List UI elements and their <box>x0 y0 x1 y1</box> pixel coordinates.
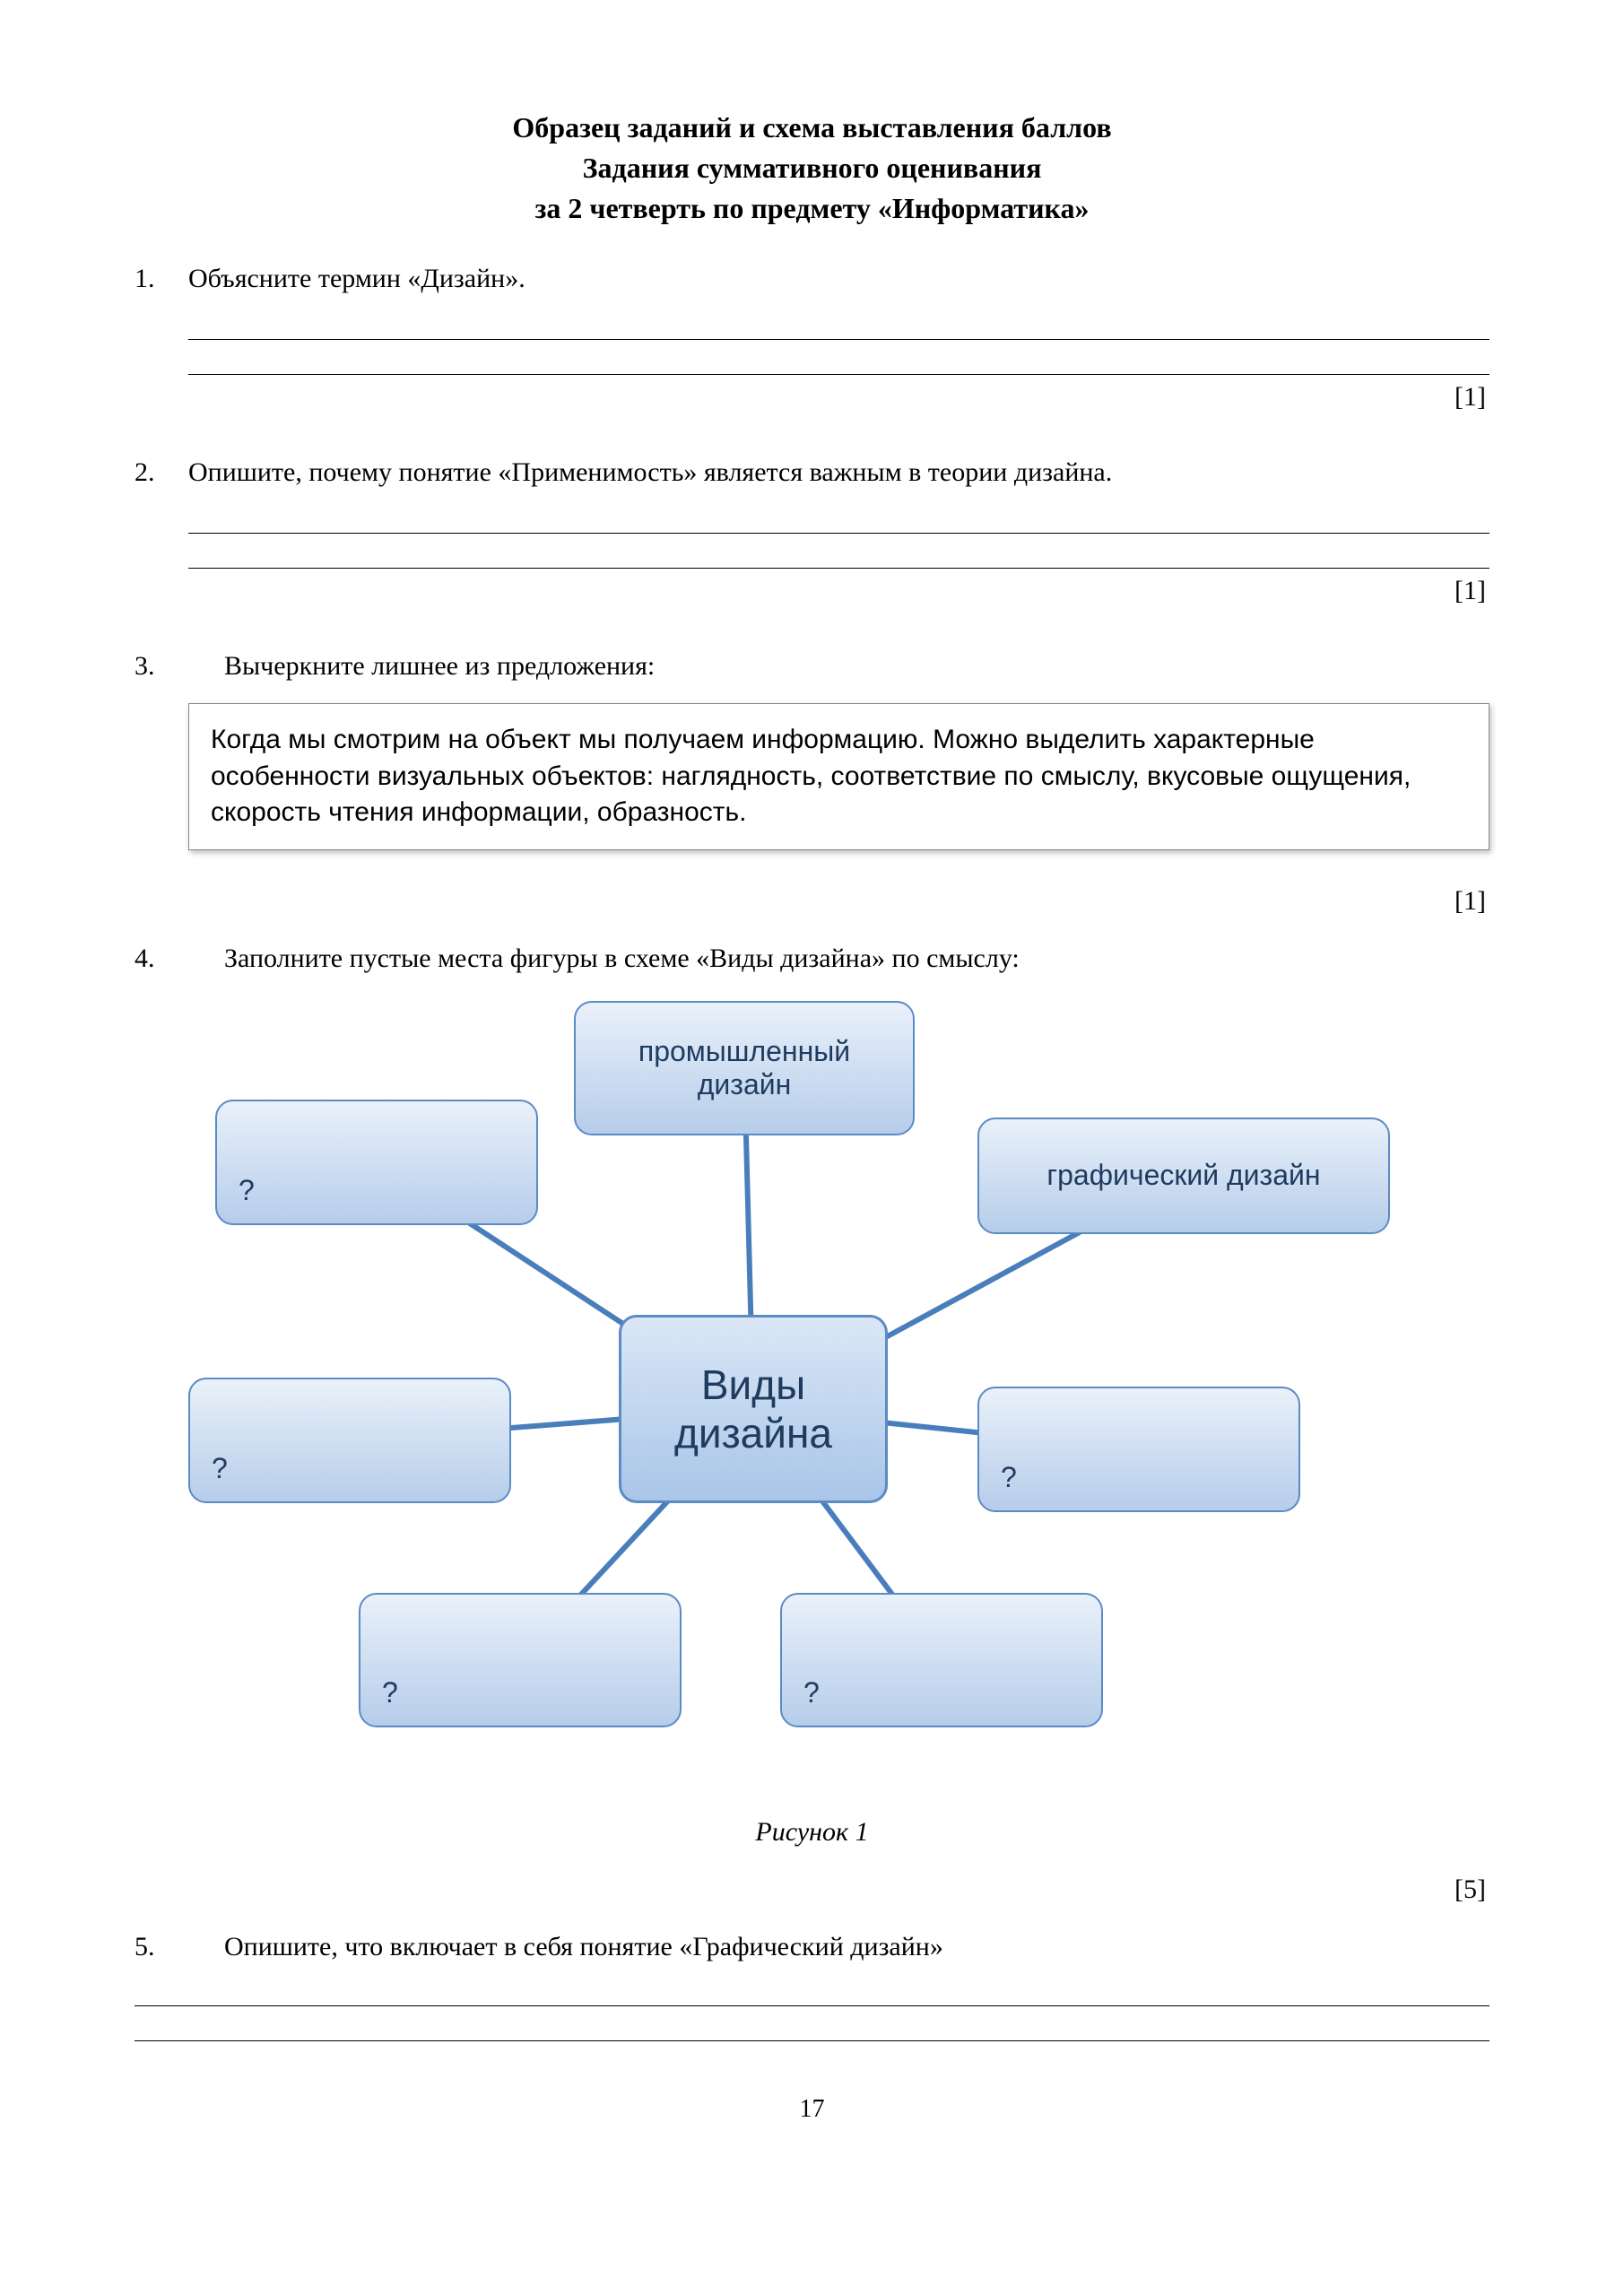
answer-line <box>188 506 1489 534</box>
answer-line <box>188 347 1489 375</box>
question-1-points: [1] <box>135 382 1489 413</box>
question-3-points: [1] <box>135 886 1489 917</box>
answer-line <box>188 541 1489 569</box>
diagram-node: ? <box>215 1100 538 1225</box>
answer-line <box>135 1979 1489 2006</box>
answer-line <box>188 312 1489 340</box>
question-2-text: Опишите, почему понятие «Применимость» я… <box>188 457 1489 488</box>
question-1-number: 1. <box>135 264 188 294</box>
question-2-points: [1] <box>135 576 1489 606</box>
figure-caption: Рисунок 1 <box>135 1817 1489 1848</box>
diagram-node-label: ? <box>1001 1461 1017 1494</box>
header-line-2: Задания суммативного оценивания <box>135 148 1489 188</box>
question-3: 3. Вычеркните лишнее из предложения: <box>135 651 1489 682</box>
question-5-text: Опишите, что включает в себя понятие «Гр… <box>224 1932 1489 1962</box>
diagram-node-label: ? <box>239 1174 255 1207</box>
header-line-1: Образец заданий и схема выставления балл… <box>135 108 1489 148</box>
question-2-number: 2. <box>135 457 188 488</box>
page: Образец заданий и схема выставления балл… <box>0 0 1624 2196</box>
question-4-points: [5] <box>135 1874 1489 1905</box>
diagram-node: ? <box>780 1593 1103 1727</box>
diagram-node: ? <box>977 1387 1300 1512</box>
diagram-node: промышленный дизайн <box>574 1001 915 1135</box>
answer-line <box>135 2013 1489 2041</box>
page-header: Образец заданий и схема выставления балл… <box>135 108 1489 228</box>
question-4: 4. Заполните пустые места фигуры в схеме… <box>135 944 1489 974</box>
question-1-text: Объясните термин «Дизайн». <box>188 264 1489 294</box>
diagram-views-of-design: промышленный дизайн графический дизайн???… <box>188 1001 1489 1808</box>
diagram-node-label: графический дизайн <box>1046 1159 1320 1192</box>
diagram-node: ? <box>359 1593 682 1727</box>
question-4-number: 4. <box>135 944 224 974</box>
page-number: 17 <box>135 2095 1489 2124</box>
diagram-node-label: ? <box>212 1452 228 1485</box>
question-3-number: 3. <box>135 651 224 682</box>
diagram-center-node: Виды дизайна <box>619 1315 888 1503</box>
question-3-text: Вычеркните лишнее из предложения: <box>224 651 1489 682</box>
question-1: 1. Объясните термин «Дизайн». <box>135 264 1489 294</box>
diagram-node: ? <box>188 1378 511 1503</box>
question-5: 5. Опишите, что включает в себя понятие … <box>135 1932 1489 1962</box>
question-5-answer-lines <box>135 1979 1489 2041</box>
diagram-node-label: ? <box>803 1676 820 1709</box>
question-5-number: 5. <box>135 1932 224 1962</box>
question-2-answer-lines <box>188 506 1489 569</box>
diagram-node: графический дизайн <box>977 1118 1390 1234</box>
diagram-node-label: Виды дизайна <box>674 1361 832 1457</box>
question-3-box: Когда мы смотрим на объект мы получаем и… <box>188 703 1489 850</box>
diagram-node-label: промышленный дизайн <box>638 1035 850 1101</box>
diagram-node-label: ? <box>382 1676 398 1709</box>
question-4-text: Заполните пустые места фигуры в схеме «В… <box>224 944 1489 974</box>
header-line-3: за 2 четверть по предмету «Информатика» <box>135 188 1489 229</box>
question-2: 2. Опишите, почему понятие «Применимость… <box>135 457 1489 488</box>
question-1-answer-lines <box>188 312 1489 375</box>
